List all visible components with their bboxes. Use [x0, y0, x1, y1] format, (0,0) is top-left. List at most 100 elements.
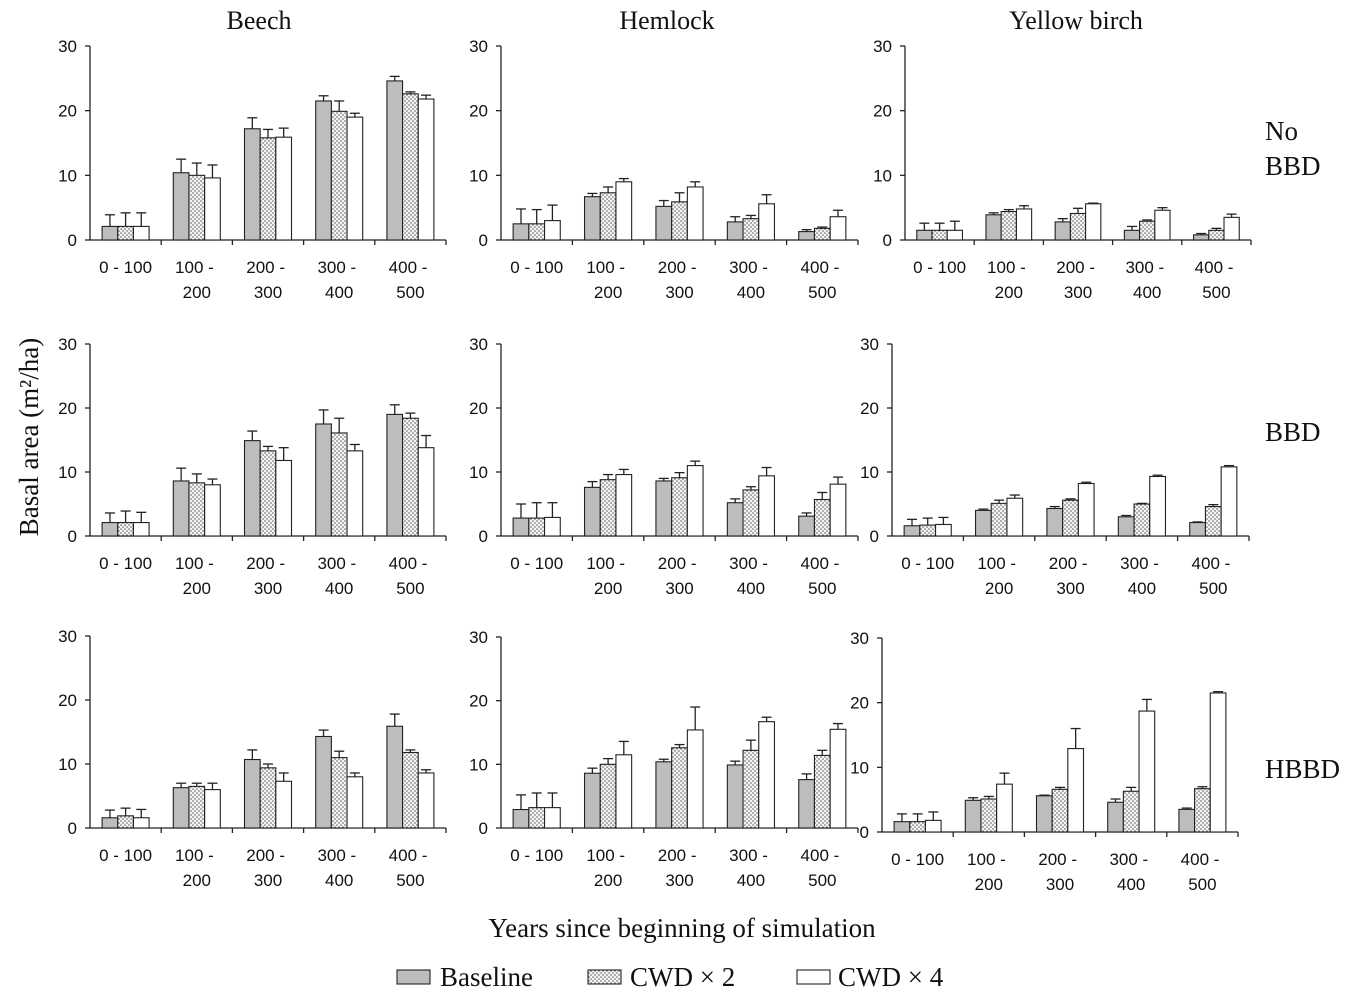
- bar-cwd-2: [259, 137, 277, 241]
- bar-cwd-2: [402, 751, 419, 829]
- category-label: 400 - 500: [389, 846, 432, 890]
- bar-baseline: [798, 779, 815, 829]
- bar-cwd-4: [204, 484, 221, 537]
- bar-cwd-2: [330, 757, 348, 829]
- y-tick-label: 20: [58, 399, 77, 418]
- bar-cwd-4: [615, 474, 633, 537]
- bar-baseline: [726, 502, 744, 537]
- y-tick-label: 20: [469, 399, 488, 418]
- bar-cwd-2: [528, 517, 546, 537]
- bar-cwd-2: [931, 229, 948, 241]
- y-tick-label: 10: [469, 463, 488, 482]
- bar-cwd-2: [813, 227, 831, 241]
- category-label: 100 - 200: [586, 258, 629, 302]
- bar-cwd-4: [996, 783, 1013, 833]
- bar-cwd-2: [599, 479, 617, 537]
- row-label-hbbd: HBBD: [1265, 754, 1340, 784]
- bar-cwd-4: [544, 220, 561, 241]
- row-label-no-bbd-line-2: BBD: [1265, 151, 1321, 181]
- category-label: 100 - 200: [977, 554, 1020, 598]
- y-tick-label: 0: [68, 819, 77, 838]
- bar-cwd-2: [259, 450, 277, 537]
- bar-baseline: [903, 525, 921, 537]
- category-label: 0 - 100: [99, 846, 152, 865]
- bar-cwd-4: [417, 447, 435, 537]
- category-label: 0 - 100: [99, 258, 152, 277]
- y-tick-label: 10: [860, 463, 879, 482]
- y-tick-label: 30: [469, 628, 488, 647]
- category-label: 200 - 300: [658, 554, 701, 598]
- panel-9: 0 10 20 30 0 - 100 100 - 200 200 - 300 300 - 40…: [850, 629, 1239, 894]
- category-label: 300 - 400: [317, 258, 360, 302]
- bar-cwd-2: [813, 754, 831, 829]
- category-label: 400 - 500: [1192, 554, 1235, 598]
- bar-cwd-2: [188, 785, 206, 829]
- category-label: 400 - 500: [801, 846, 844, 890]
- bar-baseline: [101, 817, 119, 829]
- bar-cwd-4: [132, 225, 150, 241]
- bar-cwd-4: [1154, 209, 1171, 241]
- category-label: 100 - 200: [967, 850, 1010, 894]
- bar-baseline: [243, 440, 261, 537]
- bar-baseline: [655, 205, 673, 241]
- bar-cwd-2: [1062, 499, 1079, 537]
- y-tick-label: 30: [860, 335, 879, 354]
- bar-cwd-2: [742, 218, 760, 241]
- y-tick-label: 30: [873, 37, 892, 56]
- bar-baseline: [964, 799, 982, 833]
- bar-cwd-4: [275, 136, 293, 241]
- bar-cwd-4: [1077, 482, 1095, 537]
- bar-baseline: [726, 221, 744, 241]
- bar-cwd-4: [417, 772, 435, 829]
- bar-cwd-2: [1000, 210, 1017, 241]
- category-label: 100 - 200: [987, 258, 1030, 302]
- bar-baseline: [315, 735, 332, 829]
- bar-cwd-2: [330, 432, 348, 537]
- legend-swatch-cwd-2: [587, 969, 622, 985]
- category-label: 0 - 100: [901, 554, 954, 573]
- bar-baseline: [101, 522, 119, 537]
- category-label: 400 - 500: [1181, 850, 1224, 894]
- bar-baseline: [172, 480, 190, 537]
- y-tick-label: 0: [68, 527, 77, 546]
- bar-cwd-2: [599, 763, 617, 829]
- bar-baseline: [243, 128, 261, 241]
- bar-baseline: [386, 413, 404, 537]
- y-tick-label: 30: [58, 335, 77, 354]
- y-tick-label: 20: [850, 694, 869, 713]
- bar-cwd-2: [1204, 506, 1222, 537]
- bar-cwd-4: [758, 475, 776, 537]
- bar-baseline: [655, 480, 673, 537]
- category-label: 400 - 500: [1195, 258, 1238, 302]
- bar-baseline: [583, 196, 601, 241]
- bar-baseline: [315, 423, 332, 537]
- bar-baseline: [583, 486, 601, 537]
- category-label: 400 - 500: [389, 258, 432, 302]
- bar-baseline: [172, 172, 190, 241]
- category-label: 200 - 300: [246, 258, 289, 302]
- bar-cwd-2: [742, 749, 760, 829]
- bar-cwd-4: [615, 754, 633, 829]
- bar-baseline: [1054, 221, 1071, 241]
- bar-cwd-4: [275, 459, 293, 537]
- bar-cwd-2: [1139, 220, 1156, 241]
- bar-cwd-4: [1223, 216, 1240, 241]
- panel-1: 0 10 20 30 0 - 100 100 - 200 200 - 300 300 - 40…: [58, 37, 447, 302]
- bar-cwd-2: [599, 192, 617, 241]
- bar-cwd-2: [528, 223, 546, 241]
- bar-cwd-4: [946, 229, 963, 241]
- bar-cwd-2: [919, 524, 937, 537]
- y-tick-label: 10: [469, 166, 488, 185]
- bar-baseline: [386, 725, 404, 829]
- y-tick-label: 30: [469, 335, 488, 354]
- y-tick-label: 10: [850, 758, 869, 777]
- category-label: 100 - 200: [175, 258, 218, 302]
- legend-item-cwd-2: CWD × 2: [587, 962, 735, 992]
- legend: Baseline CWD × 2 CWD × 4: [396, 962, 944, 992]
- legend-label-cwd-4: CWD × 4: [838, 962, 944, 992]
- bar-cwd-2: [528, 807, 546, 829]
- y-tick-label: 10: [58, 166, 77, 185]
- bar-cwd-4: [204, 789, 221, 829]
- bar-baseline: [583, 772, 601, 829]
